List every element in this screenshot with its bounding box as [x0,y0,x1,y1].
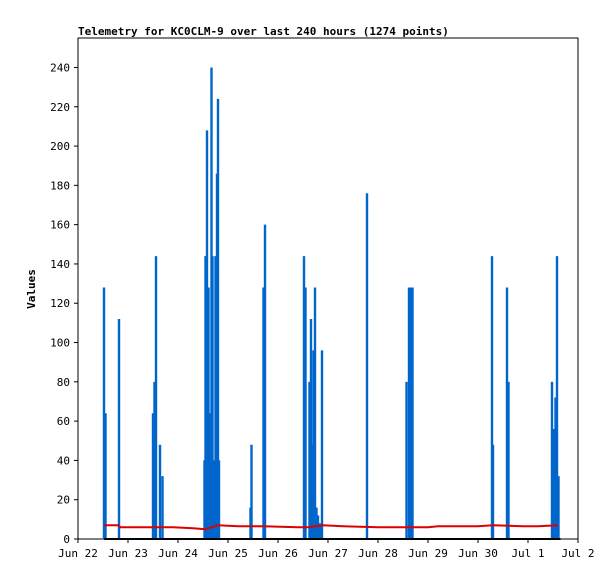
x-tick-label: Jun 29 [408,547,448,560]
x-tick-label: Jun 30 [458,547,498,560]
y-tick-label: 60 [57,415,70,428]
x-tick-label: Jun 25 [208,547,248,560]
y-tick-label: 120 [50,297,70,310]
y-tick-label: 220 [50,101,70,114]
y-tick-label: 200 [50,140,70,153]
x-tick-label: Jun 22 [58,547,98,560]
plot-area: 0 20 40 60 80 100 120 140 160 180 200 220 240 Jun 22 J… [50,37,595,560]
y-tick-label: 80 [57,376,70,389]
y-tick-label: 140 [50,258,70,271]
y-tick-label: 20 [57,494,70,507]
x-tick-label: Jul 1 [511,547,544,560]
y-tick-label: 40 [57,454,70,467]
x-tick-label: Jul 2 [561,547,594,560]
x-tick-label: Jun 24 [158,547,198,560]
y-tick-label: 180 [50,179,70,192]
chart-title: Telemetry for KC0CLM-9 over last 240 hou… [78,25,449,38]
x-tick-label: Jun 26 [258,547,298,560]
x-tick-label: Jun 27 [308,547,348,560]
x-tick-label: Jun 23 [108,547,148,560]
y-tick-label: 0 [63,533,70,546]
y-axis-label: Values [25,269,38,309]
y-tick-label: 100 [50,337,70,350]
series-line [104,524,559,531]
y-tick-label: 160 [50,219,70,232]
y-tick-label: 240 [50,61,70,74]
x-tick-label: Jun 28 [358,547,398,560]
